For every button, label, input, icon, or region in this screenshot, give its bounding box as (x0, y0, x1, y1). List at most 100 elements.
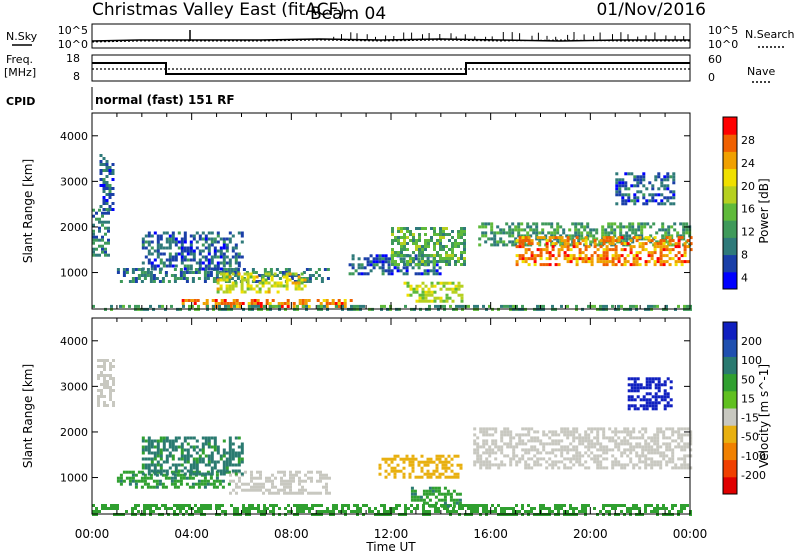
heatmap-cell (177, 445, 181, 449)
heatmap-cell (402, 257, 406, 261)
heatmap-cell (524, 466, 528, 470)
heatmap-cell (216, 231, 220, 235)
heatmap-cell (677, 251, 681, 255)
heatmap-cell (669, 190, 673, 194)
heatmap-cell (101, 235, 104, 239)
heatmap-cell (651, 377, 655, 381)
heatmap-cell (410, 498, 414, 502)
heatmap-cell (566, 304, 569, 308)
heatmap-cell (144, 255, 148, 259)
heatmap-cell (503, 454, 507, 458)
heatmap-cell (210, 445, 214, 449)
heatmap-cell (168, 439, 172, 443)
heatmap-cell (412, 287, 416, 291)
heatmap-cell (611, 454, 615, 458)
heatmap-cell (529, 228, 533, 232)
heatmap-cell (435, 463, 439, 467)
heatmap-cell (653, 263, 657, 267)
heatmap-cell (627, 199, 631, 203)
heatmap-cell (372, 263, 376, 267)
heatmap-cell (331, 302, 335, 305)
heatmap-cell (184, 299, 188, 302)
heatmap-cell (439, 230, 442, 233)
ytick-label: 3000 (60, 380, 88, 393)
heatmap-cell (256, 485, 259, 489)
heatmap-cell (240, 255, 244, 259)
heatmap-cell (659, 466, 663, 470)
heatmap-cell (103, 362, 106, 365)
heatmap-cell (663, 196, 667, 200)
heatmap-cell (213, 445, 217, 449)
heatmap-cell (530, 457, 534, 461)
heatmap-cell (131, 268, 135, 271)
heatmap-cell (159, 246, 163, 250)
heatmap-cell (689, 454, 693, 458)
heatmap-cell (441, 472, 445, 476)
heatmap-cell (408, 457, 412, 461)
heatmap-cell (533, 460, 537, 464)
heatmap-cell (277, 302, 281, 305)
heatmap-cell (455, 501, 459, 505)
heatmap-cell (186, 252, 190, 256)
heatmap-cell (645, 199, 649, 203)
colorbar-tick-label: -50 (741, 431, 759, 444)
heatmap-cell (586, 225, 590, 229)
heatmap-cell (622, 240, 626, 244)
heatmap-cell (414, 475, 418, 479)
heatmap-cell (685, 222, 689, 226)
heatmap-cell (683, 251, 687, 255)
heatmap-cell (415, 239, 418, 242)
heatmap-cell (108, 190, 112, 193)
heatmap-cell (254, 304, 257, 308)
heatmap-cell (234, 436, 238, 440)
heatmap-cell (105, 166, 109, 169)
heatmap-cell (569, 448, 573, 452)
heatmap-cell (533, 436, 537, 440)
heatmap-cell (524, 257, 528, 261)
heatmap-cell (415, 248, 418, 251)
heatmap-cell (674, 260, 678, 264)
heatmap-cell (213, 264, 217, 268)
heatmap-cell (499, 237, 503, 241)
heatmap-cell (180, 261, 184, 265)
heatmap-cell (296, 510, 299, 513)
heatmap-cell (527, 257, 531, 261)
heatmap-cell (100, 389, 103, 392)
heatmap-cell (532, 228, 536, 232)
heatmap-cell (448, 257, 451, 260)
heatmap-cell (641, 448, 645, 452)
heatmap-cell (143, 271, 147, 274)
heatmap-cell (305, 268, 309, 271)
heatmap-cell (542, 504, 545, 507)
heatmap-cell (488, 451, 492, 455)
heatmap-cell (638, 245, 642, 249)
heatmap-cell (122, 274, 126, 277)
heatmap-cell (430, 293, 434, 297)
heatmap-cell (654, 199, 658, 203)
heatmap-cell (460, 254, 463, 257)
heatmap-cell (484, 225, 488, 229)
heatmap-cell (406, 263, 409, 266)
heatmap-cell (107, 220, 110, 224)
heatmap-cell (463, 248, 466, 251)
heatmap-cell (517, 234, 521, 238)
heatmap-cell (638, 445, 642, 449)
heatmap-cell (461, 504, 464, 507)
heatmap-cell (433, 233, 436, 236)
heatmap-cell (635, 263, 639, 267)
heatmap-cell (150, 246, 154, 250)
heatmap-cell (635, 304, 638, 308)
heatmap-cell (485, 507, 488, 510)
heatmap-cell (614, 248, 618, 252)
heatmap-cell (228, 261, 232, 265)
heatmap-cell (418, 251, 421, 254)
heatmap-cell (689, 466, 693, 470)
heatmap-cell (221, 510, 224, 513)
heatmap-cell (234, 281, 238, 285)
heatmap-cell (662, 433, 666, 437)
heatmap-cell (641, 248, 645, 252)
heatmap-cell (689, 436, 693, 440)
heatmap-cell (411, 460, 415, 464)
cpid-label: CPID (6, 95, 35, 108)
heatmap-cell (242, 510, 245, 513)
